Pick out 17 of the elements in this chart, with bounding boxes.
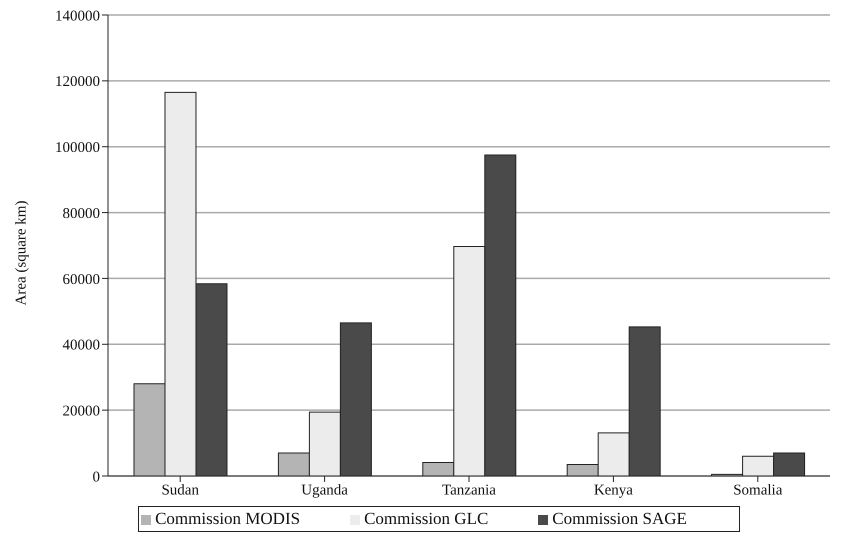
legend-label: Commission MODIS (155, 509, 300, 528)
legend-label: Commission SAGE (552, 509, 687, 528)
x-tick-label: Uganda (301, 482, 348, 499)
y-axis-title: Area (square km) (13, 200, 30, 306)
y-tick-label: 60000 (62, 272, 100, 288)
legend-label: Commission GLC (364, 509, 488, 528)
x-tick-label: Sudan (161, 482, 200, 499)
y-tick-label: 100000 (55, 140, 100, 156)
y-tick-label: 140000 (55, 8, 100, 24)
x-tick-label: Kenya (594, 482, 634, 499)
y-tick-label: 0 (92, 469, 100, 486)
x-tick-label: Somalia (733, 482, 783, 499)
y-tick-label: 80000 (62, 206, 100, 222)
y-tick-label: 20000 (62, 403, 100, 420)
x-tick-label: Tanzania (442, 482, 496, 499)
y-tick-label: 120000 (55, 74, 100, 90)
y-tick-label: 40000 (62, 338, 100, 354)
